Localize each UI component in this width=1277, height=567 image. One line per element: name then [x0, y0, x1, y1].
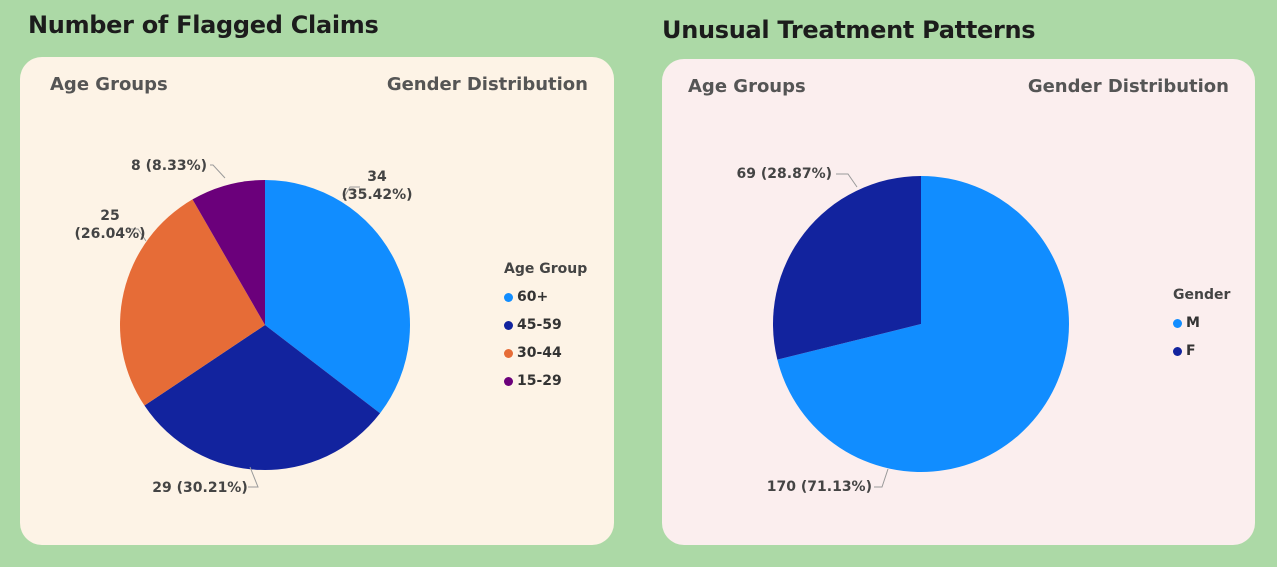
data-label-30-44: (26.04%) — [74, 226, 145, 242]
pie-slice-30-44[interactable] — [120, 199, 266, 406]
treatment-patterns-card: Age Groups Gender Distribution 170 (71.1… — [662, 59, 1255, 545]
data-label-45-59: 29 (30.21%) — [152, 480, 247, 496]
gender-pie-chart: 170 (71.13%) 69 (28.87%) — [737, 166, 1069, 495]
legend-dot — [504, 320, 513, 330]
legend-item-45-59[interactable]: 45-59 — [504, 311, 587, 339]
flagged-claims-title: Number of Flagged Claims — [28, 11, 379, 39]
legend-label: M — [1186, 315, 1200, 331]
data-label-15-29: 8 (8.33%) — [131, 158, 207, 174]
tab-gender-distribution[interactable]: Gender Distribution — [386, 74, 588, 95]
data-label-m: 170 (71.13%) — [767, 479, 872, 495]
legend-dot — [504, 292, 513, 302]
legend-item-30-44[interactable]: 30-44 — [504, 339, 587, 367]
gender-legend: Gender M F — [1173, 287, 1230, 365]
legend-item-f[interactable]: F — [1173, 337, 1230, 365]
pie-slice-15-29[interactable] — [192, 180, 266, 325]
legend-dot — [504, 376, 513, 386]
legend-title: Gender — [1173, 287, 1231, 303]
tab-gender-distribution[interactable]: Gender Distribution — [1027, 76, 1229, 97]
legend-item-60-plus[interactable]: 60+ — [504, 283, 587, 311]
leader-line-60-plus — [342, 186, 360, 200]
legend-dot — [1173, 318, 1182, 328]
leader-line-45-59 — [248, 466, 259, 488]
treatment-patterns-title: Unusual Treatment Patterns — [662, 16, 1036, 44]
pie-slice-60-plus[interactable] — [265, 180, 411, 414]
leader-line-f — [836, 173, 858, 188]
flagged-claims-card: Age Groups Gender Distribution 34 (35.42%… — [20, 57, 614, 545]
legend-dot — [504, 348, 513, 358]
legend-label: F — [1186, 343, 1196, 359]
age-group-legend: Age Group 60+ 45-59 30-44 15-29 — [504, 261, 587, 395]
legend-item-15-29[interactable]: 15-29 — [504, 367, 587, 395]
data-label-60-plus: (35.42%) — [341, 187, 412, 203]
legend-label: 60+ — [517, 289, 549, 305]
data-label-30-44: 25 — [100, 208, 119, 224]
legend-item-m[interactable]: M — [1173, 309, 1230, 337]
pie-slice-m[interactable] — [777, 176, 1069, 472]
data-label-60-plus: 34 — [367, 169, 387, 185]
data-label-f: 69 (28.87%) — [737, 166, 832, 182]
age-group-pie-chart: 34 (35.42%) 29 (30.21%) 25 (26.04%) 8 (8.33%) — [74, 158, 412, 496]
pie-slice-45-59[interactable] — [144, 325, 381, 470]
legend-label: 30-44 — [517, 345, 562, 361]
leader-line-m — [874, 468, 889, 488]
legend-label: 15-29 — [517, 373, 562, 389]
tab-age-groups[interactable]: Age Groups — [688, 76, 806, 97]
tab-age-groups[interactable]: Age Groups — [50, 74, 168, 95]
legend-label: 45-59 — [517, 317, 562, 333]
legend-dot — [1173, 346, 1182, 356]
legend-title: Age Group — [504, 261, 588, 277]
leader-line-15-29 — [210, 164, 226, 179]
pie-slice-f[interactable] — [773, 176, 921, 360]
leader-line-30-44 — [128, 228, 147, 242]
